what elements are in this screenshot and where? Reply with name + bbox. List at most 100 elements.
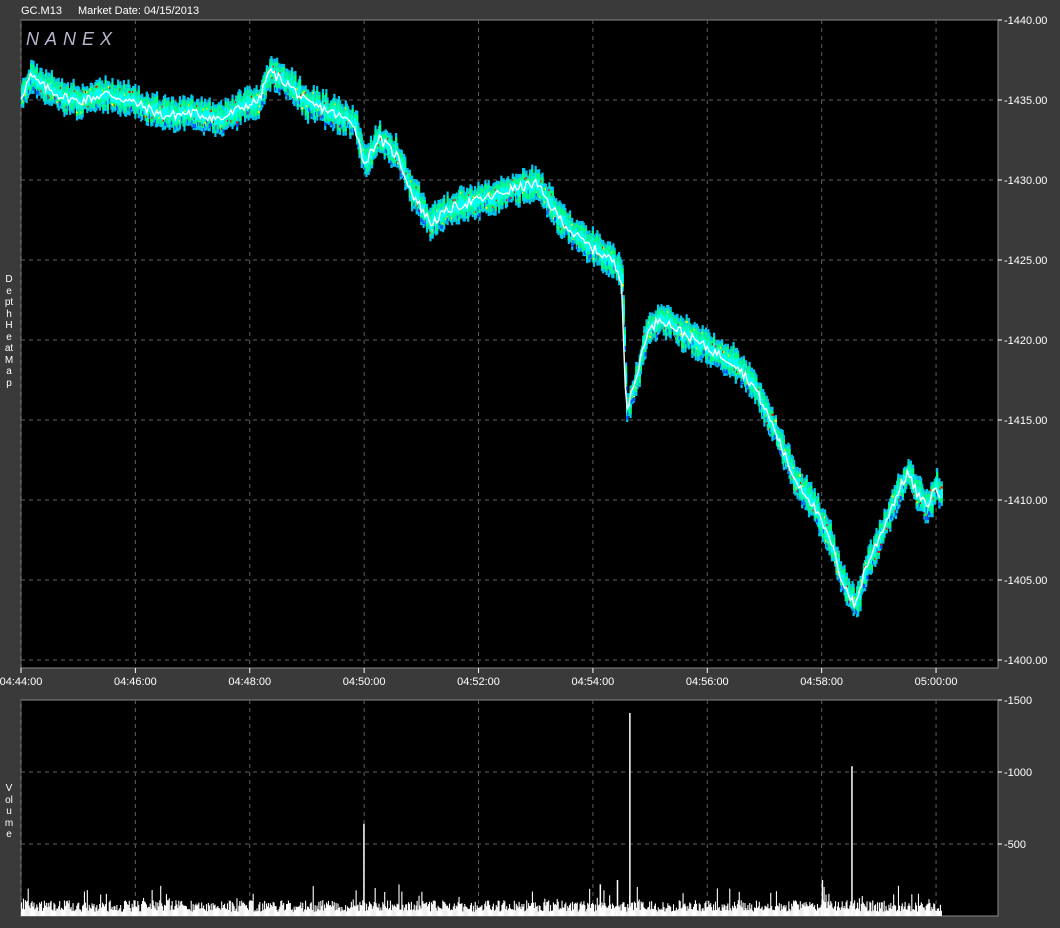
volume-bar — [259, 901, 261, 916]
volume-bar — [336, 909, 338, 916]
volume-bar — [270, 905, 272, 916]
volume-bar — [430, 902, 432, 916]
volume-bar — [486, 906, 488, 916]
heat-cell — [818, 528, 821, 533]
volume-bar — [266, 906, 269, 916]
volume-bar — [466, 907, 468, 916]
heat-cell — [460, 196, 463, 208]
volume-bar — [359, 901, 361, 916]
volume-bar — [183, 905, 186, 916]
heat-cell — [542, 192, 545, 202]
heat-cell — [594, 248, 597, 256]
heat-cell — [485, 197, 488, 206]
heat-cell — [121, 95, 124, 102]
heat-cell — [773, 435, 776, 440]
volume-bar — [112, 910, 114, 916]
heat-cell — [385, 149, 389, 154]
heat-cell — [409, 180, 413, 183]
heat-cell — [202, 108, 206, 111]
volume-bar — [537, 911, 539, 916]
heat-cell — [96, 88, 99, 99]
heat-cell — [350, 128, 353, 133]
volume-bar — [201, 902, 203, 916]
heat-cell — [508, 197, 511, 202]
volume-bar — [162, 906, 164, 916]
volume-bar — [889, 908, 891, 916]
heat-cell — [554, 217, 557, 222]
volume-bar — [221, 901, 223, 916]
volume-bar — [911, 894, 913, 916]
heat-cell — [262, 92, 265, 95]
heat-cell — [930, 489, 933, 492]
heat-cell — [436, 209, 439, 212]
volume-bar — [174, 905, 176, 916]
volume-bar — [144, 902, 147, 916]
heat-cell — [780, 450, 783, 455]
heat-cell — [247, 100, 250, 111]
volume-bar — [718, 906, 720, 916]
volume-bar — [307, 906, 310, 916]
volume-bar — [82, 905, 84, 916]
heat-cell — [361, 148, 365, 157]
volume-bar — [626, 911, 628, 916]
volume-bar — [131, 903, 133, 916]
volume-bar — [753, 911, 755, 916]
heat-cell — [630, 399, 633, 404]
heat-cell — [182, 105, 185, 117]
heat-cell — [349, 119, 352, 130]
volume-bar — [504, 901, 506, 916]
heat-cell — [222, 129, 225, 134]
heat-cell — [874, 557, 877, 560]
volume-bar — [459, 904, 461, 916]
heat-cell — [142, 110, 145, 115]
heat-cell — [348, 115, 351, 123]
volume-bar — [761, 906, 763, 916]
volume-bar — [894, 904, 896, 916]
volume-bar — [222, 907, 224, 916]
heat-cell — [642, 345, 645, 356]
heat-cell — [757, 388, 760, 391]
heat-cell — [47, 96, 50, 101]
heat-cell — [480, 193, 484, 203]
heat-cell — [207, 110, 210, 122]
volume-bar — [27, 888, 29, 916]
heat-cell — [351, 114, 354, 126]
heat-cell — [611, 251, 614, 254]
volume-bar — [133, 900, 135, 916]
depth-heat-map-axis-label: Depth Heat Map — [4, 274, 16, 389]
volume-bar — [421, 891, 423, 916]
volume-bar — [271, 906, 273, 916]
volume-bar — [382, 902, 384, 916]
volume-bar — [190, 900, 192, 916]
heat-cell — [215, 126, 218, 131]
volume-bar — [456, 906, 458, 916]
price-y-tick-label: -1420.00 — [1004, 335, 1047, 347]
volume-bar — [279, 906, 281, 916]
volume-bar — [823, 886, 825, 916]
volume-bar — [114, 906, 116, 916]
volume-bar — [316, 905, 318, 916]
volume-bar — [785, 905, 787, 916]
volume-bar — [244, 903, 246, 916]
volume-bar — [226, 903, 228, 916]
volume-bar — [923, 907, 925, 916]
heat-cell — [91, 96, 95, 104]
volume-bar — [449, 910, 452, 916]
heat-cell — [815, 505, 819, 516]
volume-bar — [75, 909, 77, 916]
volume-bar — [568, 907, 570, 916]
volume-bar — [285, 909, 287, 916]
heat-cell — [179, 107, 183, 117]
heat-cell — [439, 209, 442, 221]
heat-cell — [494, 192, 497, 205]
heat-cell — [139, 104, 143, 114]
heat-cell — [438, 221, 441, 226]
volume-bar — [647, 907, 649, 916]
volume-bar — [532, 902, 534, 916]
volume-bar — [674, 910, 676, 916]
heat-cell — [321, 99, 325, 111]
volume-bar — [247, 909, 249, 916]
heat-cell — [420, 217, 423, 222]
heat-cell — [509, 183, 512, 186]
heat-cell — [30, 68, 33, 78]
